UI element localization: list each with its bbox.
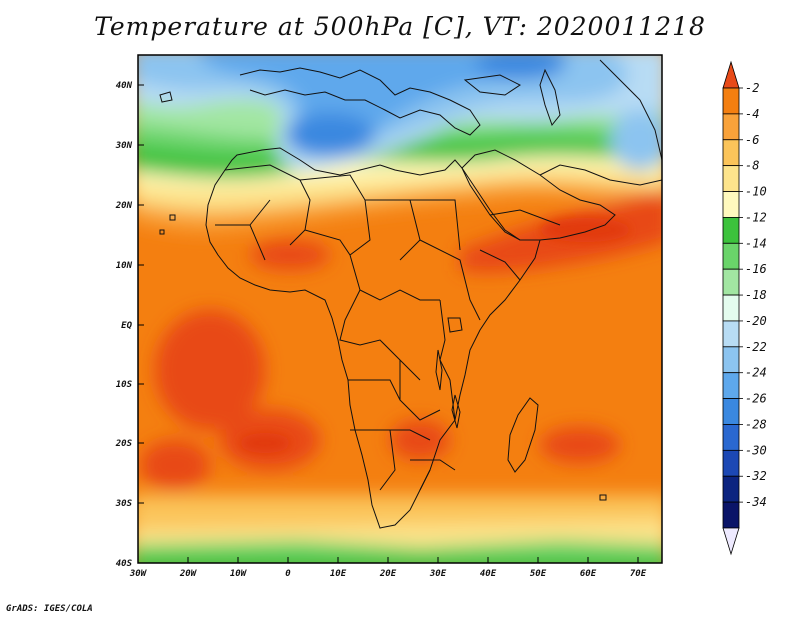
longitude-axis: 30W 20W 10W 0 10E 20E 30E 40E 50E 60E 70… (129, 557, 647, 579)
colorbar-label: -12 (745, 210, 767, 224)
lon-label: 60E (580, 569, 597, 579)
colorbar-label: -24 (745, 366, 767, 380)
colorbar-swatch (722, 346, 740, 374)
colorbar-swatch (722, 449, 740, 477)
lon-label: 0 (285, 569, 291, 579)
colorbar-label: -22 (745, 340, 767, 354)
colorbar-label: -2 (745, 81, 759, 95)
colorbar-label: -20 (745, 314, 767, 328)
colorbar-swatch (722, 475, 740, 503)
colorbar-swatch (722, 424, 740, 451)
lat-label: 30N (115, 141, 133, 151)
colorbar-swatch (722, 191, 740, 218)
lon-label: 30E (429, 569, 447, 579)
lat-label: 10N (116, 261, 133, 271)
lat-label: 40N (116, 81, 133, 91)
colorbar-label: -26 (745, 392, 767, 406)
colorbar-swatch (722, 139, 740, 167)
lon-label: 10W (230, 569, 248, 579)
colorbar-label: -34 (745, 495, 767, 509)
colorbar-swatch (722, 372, 740, 399)
lat-label: 10S (116, 380, 133, 390)
coastlines-borders (159, 59, 662, 529)
lon-label: 20W (179, 569, 198, 579)
colorbar-label: -10 (745, 185, 767, 199)
colorbar-swatch (722, 320, 740, 348)
colorbar-bottom-triangle (722, 527, 740, 556)
colorbar-label: -18 (745, 288, 767, 302)
lat-label: 30S (115, 499, 133, 509)
lat-label: EQ (121, 321, 132, 331)
colorbar-swatch (722, 242, 740, 270)
lon-label: 50E (530, 569, 547, 579)
lon-label: 70E (630, 569, 647, 579)
lon-label: 20E (379, 569, 397, 579)
colorbar-swatch (722, 268, 740, 296)
colorbar-label: -14 (745, 236, 767, 250)
credit-label: GrADS: IGES/COLA (6, 604, 93, 614)
lat-label: 20S (115, 439, 133, 449)
colorbar-label: -28 (745, 417, 767, 431)
lat-label: 20N (115, 201, 133, 211)
colorbar-label: -6 (745, 133, 759, 147)
lon-label: 40E (480, 569, 497, 579)
lon-label: 10E (330, 569, 347, 579)
map-title: Temperature at 500hPa [C], VT: 202001121… (94, 12, 706, 41)
colorbar-swatch (722, 217, 740, 244)
latitude-axis: 40N 30N 20N 10N EQ 10S 20S 30S 40S (115, 81, 144, 569)
colorbar-swatch (722, 398, 740, 425)
temperature-field (138, 55, 662, 563)
colorbar-label: -32 (745, 469, 767, 483)
colorbar-swatch (722, 87, 740, 115)
colorbar-swatch (722, 501, 740, 529)
colorbar-label: -4 (745, 107, 759, 121)
colorbar-label: -8 (745, 159, 759, 173)
lat-label: 40S (116, 559, 133, 569)
colorbar-label: -30 (745, 443, 767, 457)
colorbar-label: -16 (745, 262, 767, 276)
colorbar: -2 -4 -6 -8 -10 -12 -14 -16 -18 -20 -22 -24 -26 -28 -3… (722, 60, 767, 556)
colorbar-top-triangle (722, 60, 740, 89)
map-frame (137, 54, 663, 564)
colorbar-swatch (722, 113, 740, 141)
colorbar-swatch (722, 294, 740, 322)
colorbar-swatch (722, 165, 740, 192)
lon-label: 30W (129, 569, 148, 579)
